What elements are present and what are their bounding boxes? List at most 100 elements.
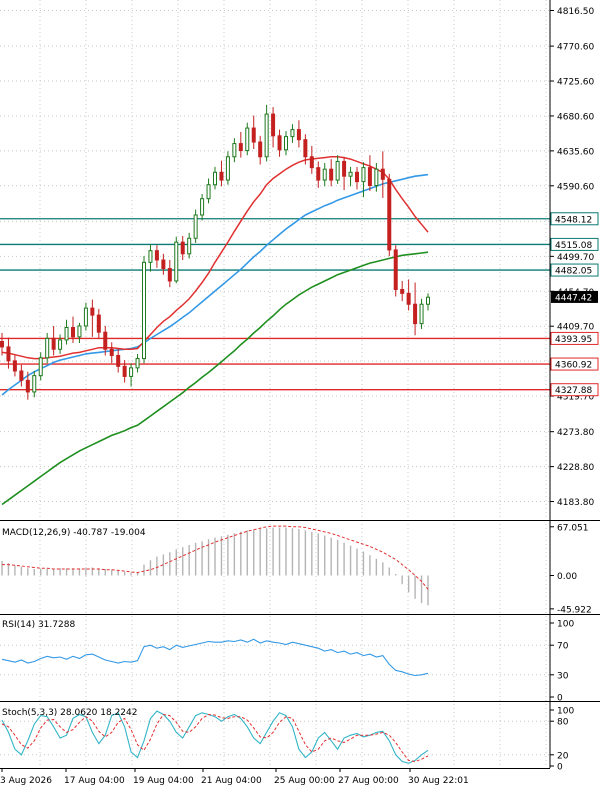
- candle-body: [393, 249, 398, 290]
- macd-signal-line: [2, 525, 429, 590]
- current-price-tag: [551, 290, 598, 303]
- current-price-label: 4447.42: [555, 293, 592, 303]
- rsi-label: RSI(14) 31.7288: [2, 620, 75, 630]
- moving-average-blue-line: [1, 173, 429, 396]
- time-tick-label: 21 Aug 04:00: [201, 776, 262, 786]
- candle-body: [361, 167, 366, 183]
- stoch-tick-label: 100: [557, 707, 574, 717]
- panel-frames: [0, 0, 600, 769]
- rsi-tick-label: 70: [557, 642, 569, 652]
- rsi-tick-label: 0: [557, 694, 563, 704]
- stoch-tick-label: 0: [557, 763, 563, 773]
- candle-body: [419, 303, 424, 325]
- candle-body: [238, 143, 243, 152]
- stochastic-label: Stoch(5,3,3) 28.0620 18.2242: [2, 708, 137, 718]
- time-tick-label: 19 Aug 04:00: [133, 776, 194, 786]
- price-tick-label: 4770.60: [557, 43, 594, 53]
- grid-lines: [0, 0, 550, 768]
- candle-body: [83, 307, 88, 327]
- price-tick-label: 4409.70: [557, 323, 594, 333]
- price-tick-label: 4183.80: [557, 498, 594, 508]
- candle-body: [161, 259, 166, 270]
- price-tick-label: 4319.70: [557, 393, 594, 403]
- candle-body: [367, 167, 372, 186]
- time-tick-label: 27 Aug 00:00: [338, 776, 399, 786]
- candle-body: [77, 325, 82, 338]
- candle-body: [258, 141, 263, 158]
- candle-body: [154, 250, 159, 261]
- candle-body: [25, 379, 30, 393]
- candle-body: [135, 358, 140, 369]
- candle-body: [96, 314, 101, 333]
- candle-body: [45, 337, 50, 359]
- price-tick-label: 4816.50: [557, 7, 594, 17]
- candle-body: [426, 296, 430, 305]
- candle-body: [187, 237, 192, 255]
- candle-body: [200, 198, 205, 216]
- price-tick-label: 4499.70: [557, 253, 594, 263]
- candle-body: [58, 339, 63, 350]
- candle-body: [219, 171, 224, 181]
- candle-body: [19, 370, 24, 381]
- candle-body: [342, 160, 347, 177]
- time-tick-label: 17 Aug 04:00: [64, 776, 125, 786]
- candle-body: [406, 292, 411, 305]
- price-tick-label: 4590.60: [557, 182, 594, 192]
- rsi-line: [1, 638, 429, 677]
- candle-body: [103, 331, 108, 350]
- candle-body: [12, 360, 17, 372]
- macd-tick-label: 0.00: [557, 572, 577, 582]
- rsi-panel: [1, 638, 429, 677]
- candle-body: [206, 184, 211, 200]
- candle-body: [71, 327, 75, 338]
- candle-body: [290, 129, 295, 138]
- candle-body: [296, 129, 301, 141]
- macd-tick-label: -45.922: [557, 605, 592, 615]
- candle-body: [374, 168, 379, 186]
- time-tick-label: 3 Aug 2026: [0, 776, 52, 786]
- candle-body: [193, 214, 198, 239]
- candle-body: [303, 139, 308, 158]
- level-price-label: 4548.12: [555, 215, 592, 225]
- candle-body: [174, 241, 179, 282]
- candle-body: [284, 136, 288, 151]
- candle-body: [271, 113, 276, 137]
- macd-panel: [1, 525, 429, 606]
- stoch-tick-label: 80: [557, 718, 569, 728]
- candle-body: [400, 288, 405, 294]
- candle-body: [129, 367, 134, 377]
- candle-body: [245, 127, 250, 152]
- candle-body: [116, 354, 121, 367]
- level-price-tag: [550, 383, 599, 397]
- candle-body: [51, 337, 56, 350]
- candle-body: [148, 250, 153, 263]
- candle-body: [264, 113, 269, 158]
- price-tick-label: 4725.60: [557, 78, 594, 88]
- time-tick-label: 30 Aug 22:01: [408, 776, 469, 786]
- moving-average-red-line: [1, 156, 429, 360]
- candle-body: [167, 268, 172, 282]
- candle-body: [316, 167, 321, 181]
- price-tick-label: 4228.80: [557, 463, 594, 473]
- candle-body: [225, 156, 230, 181]
- candle-body: [213, 171, 217, 186]
- candle-body: [122, 365, 127, 377]
- price-panel: [0, 104, 550, 506]
- rsi-tick-label: 30: [557, 671, 569, 681]
- candle-body: [232, 143, 237, 158]
- candle-body: [387, 178, 392, 251]
- stoch-tick-label: 20: [557, 751, 569, 761]
- level-price-tag: [550, 357, 599, 371]
- stoch-k-line: [1, 710, 429, 764]
- level-price-label: 4327.88: [555, 386, 592, 396]
- rsi-tick-label: 100: [557, 620, 574, 630]
- level-price-tag: [550, 263, 599, 277]
- candle-body: [90, 307, 95, 316]
- level-price-label: 4515.08: [555, 241, 592, 251]
- candle-body: [64, 327, 69, 341]
- candle-body: [109, 348, 114, 356]
- candle-body: [348, 171, 353, 177]
- candle-body: [322, 168, 327, 181]
- candle-body: [380, 168, 385, 180]
- level-price-label: 4393.95: [555, 335, 592, 345]
